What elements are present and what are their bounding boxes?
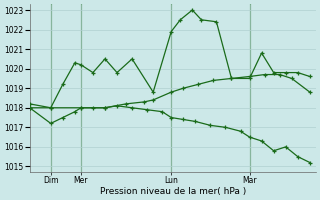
X-axis label: Pression niveau de la mer( hPa ): Pression niveau de la mer( hPa ) — [100, 187, 246, 196]
